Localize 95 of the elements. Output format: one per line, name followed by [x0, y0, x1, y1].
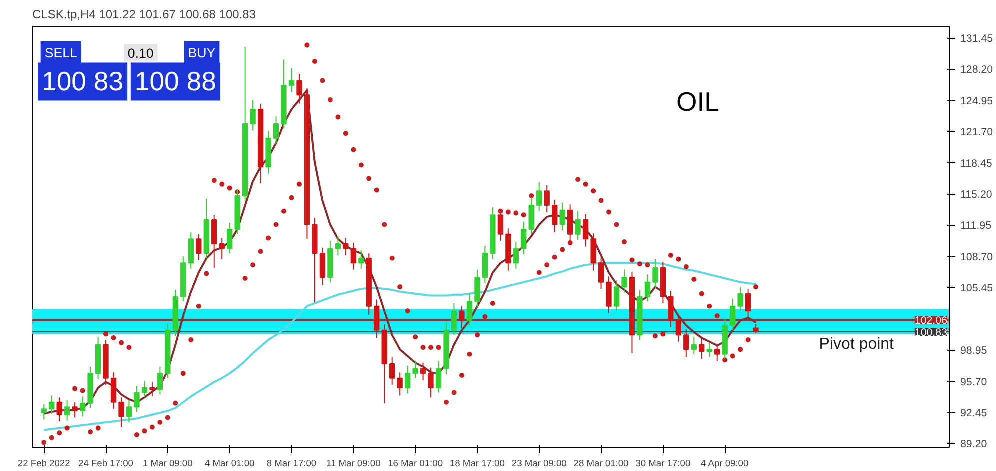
ref-line-label: 100.83	[914, 327, 948, 339]
candlestick	[459, 306, 465, 329]
candlestick	[466, 293, 473, 328]
x-tick-label: 4 Mar 01:00	[204, 458, 255, 468]
candlestick	[652, 258, 658, 289]
candlestick	[390, 356, 396, 386]
candlestick	[350, 242, 356, 270]
candlestick	[212, 214, 218, 268]
candlestick	[343, 238, 349, 256]
annotation: BUY	[188, 45, 216, 60]
y-tick-label: 121.70	[960, 126, 994, 139]
candlestick	[706, 342, 712, 358]
candlestick	[404, 365, 411, 394]
y-tick-label: 118.45	[960, 158, 992, 170]
candlestick	[684, 328, 690, 358]
candlestick	[753, 323, 759, 334]
candlestick	[41, 404, 47, 420]
y-tick-label: 98.95	[960, 345, 988, 358]
candlestick	[552, 199, 558, 233]
candlestick	[118, 397, 124, 428]
candlestick	[582, 214, 589, 248]
candlestick	[699, 338, 705, 360]
y-tick-label: 92.45	[960, 407, 988, 420]
y-tick-label: 131.45	[960, 33, 994, 46]
candlestick	[644, 274, 651, 302]
candlestick	[714, 343, 720, 362]
y-tick-label: 95.70	[960, 376, 988, 388]
candlestick	[157, 366, 164, 396]
x-tick-label: 4 Apr 09:00	[700, 458, 749, 468]
candlestick	[420, 362, 426, 381]
candlestick	[64, 400, 70, 422]
ref-line-label: 102.06	[914, 315, 948, 328]
candlestick	[150, 382, 156, 398]
x-tick-label: 22 Feb 2022	[18, 458, 70, 468]
candlestick	[288, 68, 295, 93]
candlestick	[80, 396, 86, 418]
y-tick-label: 111.95	[960, 220, 992, 232]
x-tick-label: 11 Mar 09:00	[326, 458, 381, 468]
x-tick-label: 16 Mar 01:00	[388, 458, 444, 468]
x-tick-label: 24 Feb 17:00	[78, 458, 134, 468]
candlestick	[335, 236, 341, 256]
candlestick	[428, 367, 434, 398]
candlestick	[142, 380, 148, 398]
y-tick-label: 124.95	[960, 95, 994, 108]
candlestick	[451, 302, 458, 336]
candlestick	[474, 269, 480, 308]
candlestick	[196, 234, 202, 261]
annotation: OIL	[676, 86, 720, 117]
candlestick	[49, 395, 55, 414]
y-tick-label: 128.20	[960, 64, 994, 76]
candlestick	[730, 298, 736, 331]
candlestick	[134, 386, 140, 412]
y-tick-label: 89.20	[960, 438, 988, 451]
candlestick	[436, 360, 442, 394]
annotation: SELL	[44, 45, 78, 60]
candlestick	[358, 250, 364, 270]
candlestick	[575, 210, 581, 241]
candlestick	[110, 372, 117, 410]
candlestick	[521, 221, 527, 256]
candlestick	[412, 360, 418, 379]
candlestick	[544, 184, 550, 213]
x-tick-label: 30 Mar 17:00	[636, 458, 691, 468]
candlestick	[513, 242, 519, 270]
x-tick-label: 23 Mar 09:00	[512, 458, 567, 468]
chart-title: CLSK.tp,H4 101.22 101.67 100.68 100.83	[32, 8, 256, 22]
x-tick-label: 1 Mar 09:00	[143, 458, 193, 468]
y-tick-label: 115.20	[960, 189, 992, 202]
candlestick	[606, 276, 612, 314]
candlestick	[250, 99, 256, 132]
annotation: 0.10	[128, 46, 154, 61]
y-tick-label: 108.70	[960, 251, 994, 264]
candlestick	[676, 314, 682, 342]
annotation: 100 88	[134, 66, 216, 97]
candlestick	[296, 74, 302, 104]
candlestick	[560, 202, 566, 232]
y-tick-label: 105.45	[960, 282, 994, 295]
candlestick	[622, 269, 628, 294]
candlestick	[72, 402, 78, 418]
x-tick-label: 18 Mar 17:00	[450, 458, 505, 468]
candlestick	[219, 238, 225, 260]
candlestick	[536, 182, 542, 212]
candlestick	[56, 397, 62, 422]
candlestick	[273, 116, 280, 145]
candlestick	[691, 336, 697, 355]
candlestick	[738, 286, 744, 312]
candlestick	[598, 256, 604, 290]
candlestick	[227, 222, 233, 254]
annotation: 100 83	[42, 66, 124, 97]
x-tick-label: 8 Mar 17:00	[266, 458, 317, 468]
candlestick	[126, 400, 132, 424]
candlestick	[397, 372, 403, 396]
candlestick	[614, 280, 620, 312]
candlestick	[745, 288, 752, 318]
x-tick-label: 28 Mar 01:00	[574, 458, 629, 468]
band-label: Pivot point	[819, 336, 895, 354]
